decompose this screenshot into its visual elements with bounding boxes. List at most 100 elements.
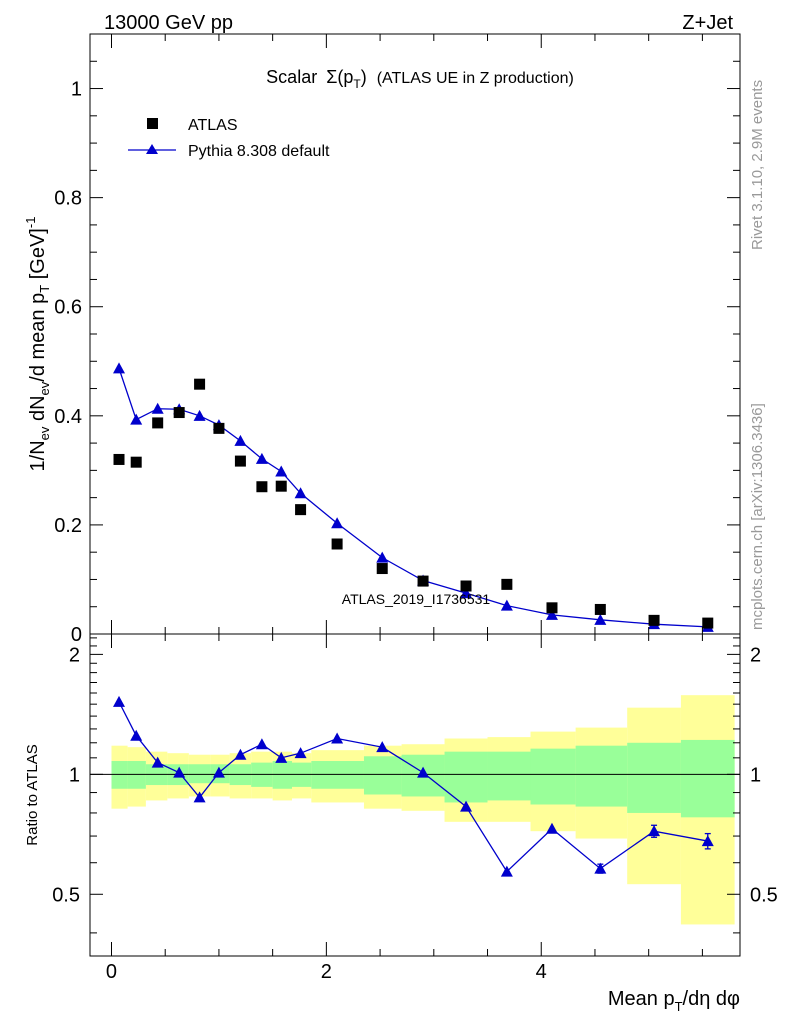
ratio-pythia-point [331,732,344,744]
pythia-point [234,434,247,446]
atlas-point [213,422,225,434]
main-y-axis-label: 1/Nev dNev/d mean pT [GeV]-1 [23,217,52,472]
ratio-pythia-point [275,751,288,763]
ratio-uncertainty-bands [90,695,740,925]
atlas-point [460,580,472,592]
ratio-y-tick-label-right: 2 [750,644,761,666]
inner-band-bin [627,742,681,813]
main-y-tick-label: 0.4 [54,406,82,428]
inner-band-bin [188,764,211,784]
main-y-tick-label: 0.6 [54,297,82,319]
main-x-ticks [110,34,703,634]
main-y-tick-label: 1 [71,79,82,101]
ratio-y-tick-label-right: 0.5 [750,884,778,906]
atlas-point [417,575,429,587]
atlas-point [113,453,125,465]
x-tick-label: 0 [106,961,117,983]
main-y-tick-label: 0.2 [54,515,82,537]
atlas-point [702,617,714,629]
atlas-point [648,614,660,626]
ratio-pythia-point [545,822,558,834]
pythia-point [460,587,473,599]
pythia-point [193,409,206,421]
pythia-point [500,599,513,611]
mcplots-label: mcplots.cern.ch [arXiv:1306.3436] [749,403,766,630]
legend: ATLAS Pythia 8.308 default [128,117,330,160]
ratio-pythia-point [151,756,164,768]
legend-pythia-label: Pythia 8.308 default [188,143,330,160]
pythia-point [331,517,344,529]
inner-band-bin [272,761,292,789]
ratio-panel: 0.5 0.5 1 1 2 2 0 2 4 Ratio to ATLAS Mean pT/dη… [24,633,778,1014]
ratio-pythia-point [460,800,473,812]
pythia-point [275,465,288,477]
atlas-point [275,480,287,492]
pythia-line [118,368,708,628]
atlas-point [152,417,164,429]
inner-band-bin [680,739,735,818]
ratio-pythia-point [234,748,247,760]
header-left: 13000 GeV pp [104,12,233,34]
ratio-pythia-point [500,865,513,877]
ratio-pythia-point [113,695,126,707]
main-y-tick-label: 0 [71,624,82,646]
pythia-point [545,608,558,620]
ratio-y-axis-label: Ratio to ATLAS [24,744,41,845]
atlas-point [173,407,185,419]
inner-band-bin [127,761,146,789]
inner-band-bin [311,761,364,789]
ratio-plot-marks [113,695,714,877]
ratio-pythia-point [193,791,206,803]
ratio-pythia-point [701,835,714,847]
ratio-y-tick-label-right: 1 [750,764,761,786]
legend-atlas-label: ATLAS [188,117,238,134]
title-sub: T [353,77,361,91]
x-axis-label: Mean pT/dη dφ [608,988,740,1014]
inner-band-bin [487,751,531,801]
ratio-pythia-point [255,738,268,750]
inner-band-bin [363,756,402,795]
atlas-point [234,455,246,467]
ratio-x-ticks: 0 2 4 [106,634,703,983]
inner-band-bin [575,745,628,807]
watermark: ATLAS_2019_I1736531 [342,591,491,607]
legend-pythia-marker [146,144,158,154]
atlas-point [376,563,388,575]
ratio-y-tick-label: 1 [69,764,80,786]
x-tick-label: 4 [536,961,547,983]
ratio-pythia-point [212,766,225,778]
ratio-pythia-point [173,766,186,778]
ratio-plot-frame [89,633,741,957]
ratio-y-ticks: 0.5 0.5 1 1 2 2 [52,637,778,934]
atlas-point [256,481,268,493]
main-y-ticks: 0 0.2 0.4 0.6 0.8 1 [54,60,740,646]
pythia-point [294,487,307,499]
ratio-y-tick-label: 2 [69,644,80,666]
main-y-tick-label: 0.8 [54,188,82,210]
inner-band-bin [444,751,488,803]
inner-band-bin [111,761,128,789]
pythia-point [255,452,268,464]
header-right: Z+Jet [682,12,733,34]
pythia-point [376,551,389,563]
rivet-label: Rivet 3.1.10, 2.9M events [749,80,766,250]
title-prefix: Scalar [266,67,317,87]
ratio-pythia-point [648,825,661,837]
atlas-point [594,603,606,615]
ratio-pythia-point [376,741,389,753]
title-suffix: (ATLAS UE in Z production) [377,70,574,87]
atlas-point [501,578,513,590]
ratio-pythia-point [130,729,143,741]
pythia-point [130,413,143,425]
inner-band-bin [530,748,576,805]
pythia-point [151,402,164,414]
atlas-point [331,538,343,550]
pythia-point [594,613,607,625]
pythia-point [113,362,126,374]
atlas-point [130,456,142,468]
title-symbol: Σ(p [326,67,353,87]
main-plot-marks [113,362,714,632]
title-close: ) [361,67,367,87]
chart-title: Scalar Σ(pT) (ATLAS UE in Z production) [266,67,574,91]
